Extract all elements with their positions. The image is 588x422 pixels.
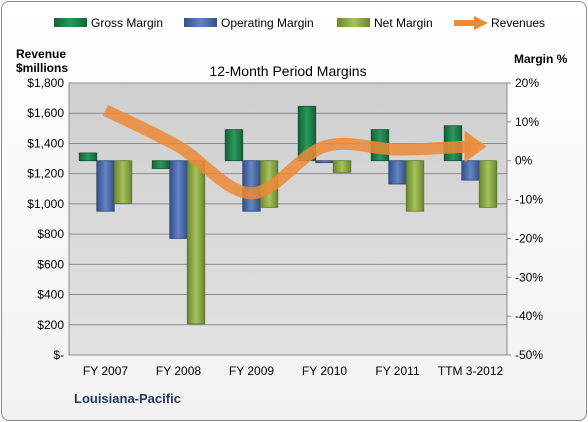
company-name: Louisiana-Pacific: [74, 391, 181, 406]
left-tick-label: $1,200: [27, 167, 64, 181]
right-tick-label: -30%: [515, 270, 543, 284]
revenue-arrowhead: [464, 130, 487, 163]
x-tick-label: TTM 3-2012: [438, 364, 504, 378]
left-axis-title-line2: $millions: [16, 61, 68, 75]
left-tick-label: $-: [53, 348, 64, 362]
operating-margin-bar: [96, 160, 115, 212]
legend-swatch-revenues: [454, 16, 488, 30]
x-tick-label: FY 2010: [302, 364, 347, 378]
net-margin-bar: [478, 160, 498, 208]
left-axis-title-line1: Revenue: [16, 47, 66, 61]
right-tick-label: 0%: [515, 154, 533, 168]
left-tick-label: $1,400: [27, 136, 64, 150]
gross-margin-bar: [78, 152, 98, 162]
x-tick-label: FY 2009: [229, 364, 274, 378]
left-tick-label: $800: [37, 227, 64, 241]
right-axis-title: Margin %: [514, 52, 568, 66]
net-margin-bar: [332, 160, 352, 173]
left-tick-label: $1,000: [27, 197, 64, 211]
legend-label-operating: Operating Margin: [221, 16, 314, 30]
legend-swatch-operating: [184, 18, 217, 27]
legend: Gross Margin Operating Margin Net Margin…: [54, 16, 545, 30]
operating-margin-bar: [388, 160, 407, 185]
gross-margin-bar: [151, 160, 171, 169]
left-tick-label: $400: [37, 288, 64, 302]
net-margin-bar: [405, 160, 425, 212]
legend-swatch-gross: [54, 18, 87, 27]
right-tick-label: -40%: [515, 309, 543, 323]
operating-margin-bar: [461, 160, 480, 181]
right-tick-label: 20%: [515, 76, 539, 90]
legend-label-gross: Gross Margin: [91, 16, 163, 30]
x-tick-label: FY 2007: [83, 364, 128, 378]
x-axis-ticks: FY 2007 FY 2008 FY 2009 FY 2010 FY 2011 TTM 3…: [83, 364, 504, 378]
left-axis-ticks: $- $200 $400 $600 $800 $1,000 $1,200 $1,400 $1,6…: [27, 76, 64, 362]
legend-label-revenues: Revenues: [491, 16, 545, 30]
operating-margin-bar: [315, 160, 334, 164]
x-tick-label: FY 2008: [156, 364, 201, 378]
revenue-line: [102, 104, 487, 200]
net-margin-bar: [186, 160, 206, 325]
operating-margin-bar: [169, 160, 188, 239]
right-tick-label: -20%: [515, 231, 543, 245]
left-tick-label: $1,600: [27, 106, 64, 120]
x-tick-label: FY 2011: [375, 364, 420, 378]
right-tick-label: -50%: [515, 348, 543, 362]
revenue-line-path: [102, 104, 471, 200]
left-tick-label: $1,800: [27, 76, 64, 90]
chart-title: 12-Month Period Margins: [209, 63, 366, 79]
net-margin-bar: [113, 160, 133, 204]
operating-margin-bar: [242, 160, 261, 212]
right-tick-label: -10%: [515, 193, 543, 207]
legend-label-net: Net Margin: [374, 16, 433, 30]
gross-margin-bar: [224, 129, 244, 162]
left-tick-label: $200: [37, 318, 64, 332]
right-axis-ticks: -50% -40% -30% -20% -10% 0% 10% 20%: [507, 76, 543, 362]
left-tick-label: $600: [37, 257, 64, 271]
right-tick-label: 10%: [515, 115, 539, 129]
legend-swatch-net: [337, 18, 370, 27]
